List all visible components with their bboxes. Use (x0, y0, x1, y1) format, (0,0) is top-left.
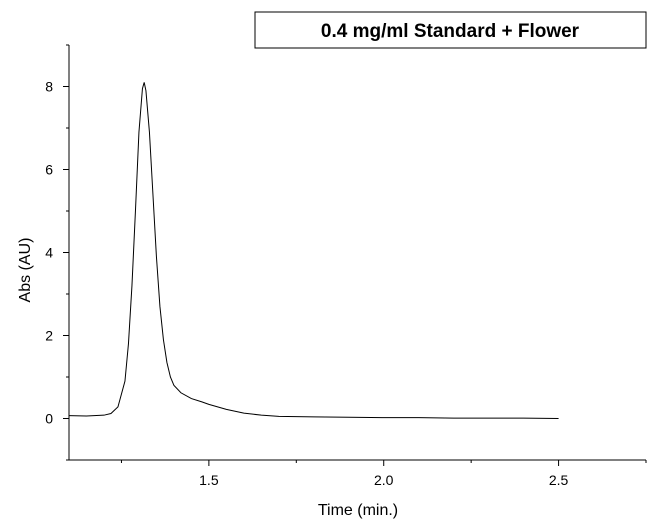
legend-box: 0.4 mg/ml Standard + Flower (254, 11, 647, 49)
y-axis-label: Abs (AU) (17, 238, 34, 303)
tick-labels: 0 2 4 6 8 1.5 2.0 2.5 (45, 79, 568, 489)
series-line (68, 82, 559, 419)
y-tick-label: 2 (45, 328, 53, 344)
chart-title: 0.4 mg/ml Standard + Flower (321, 21, 580, 42)
x-tick-label: 2.5 (549, 472, 569, 488)
tick-marks (63, 44, 647, 466)
y-tick-label: 4 (45, 245, 53, 261)
x-tick-label: 2.0 (374, 472, 394, 488)
axes (68, 45, 646, 461)
y-tick-label: 0 (45, 411, 53, 427)
y-tick-label: 6 (45, 162, 53, 178)
x-tick-label: 1.5 (199, 472, 219, 488)
y-tick-label: 8 (45, 79, 53, 95)
x-axis-label: Time (min.) (318, 502, 398, 519)
